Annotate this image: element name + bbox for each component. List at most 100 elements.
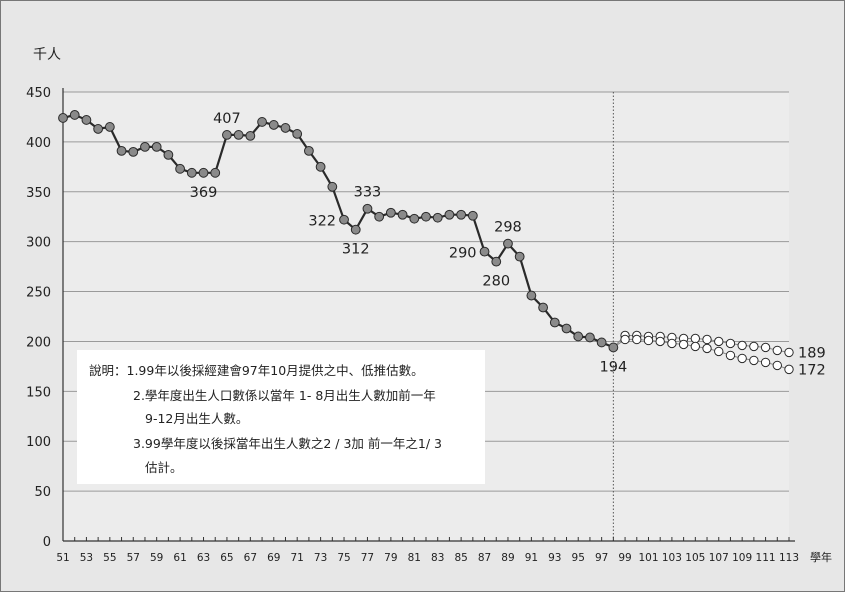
x-tick-label: 83 xyxy=(431,552,444,564)
x-tick-label: 59 xyxy=(150,552,163,564)
data-label: 194 xyxy=(600,359,628,375)
data-label: 298 xyxy=(494,220,522,236)
data-point xyxy=(514,251,525,262)
data-point xyxy=(784,347,794,358)
data-point xyxy=(280,123,291,133)
data-label: 333 xyxy=(354,185,382,201)
data-label: 290 xyxy=(449,246,477,262)
data-point xyxy=(116,145,127,156)
x-tick-label: 51 xyxy=(56,552,69,564)
data-point xyxy=(374,211,385,222)
data-point xyxy=(749,341,759,352)
data-point xyxy=(292,129,303,139)
data-point xyxy=(233,130,244,140)
x-tick-label: 89 xyxy=(501,552,514,564)
data-point xyxy=(304,145,314,156)
y-tick-label: 350 xyxy=(26,186,51,201)
notes-box: 說明：1.99年以後採經建會97年10月提供之中、低推估數。 2.學年度出生人口… xyxy=(77,350,485,484)
data-point xyxy=(749,355,759,366)
x-tick-label: 61 xyxy=(173,552,186,564)
data-point xyxy=(198,167,209,178)
data-point xyxy=(397,209,408,220)
note-line-3: 9-12月出生人數。 xyxy=(145,411,249,426)
data-point xyxy=(702,343,712,354)
x-tick-label: 87 xyxy=(478,552,491,564)
data-point xyxy=(549,317,560,328)
data-point xyxy=(327,181,338,192)
data-point xyxy=(760,342,771,353)
series-line-estimate-middle xyxy=(613,335,790,353)
x-tick-label: 105 xyxy=(685,552,705,564)
series-line-estimate-low xyxy=(613,338,790,370)
data-point xyxy=(385,207,396,218)
x-tick-label: 97 xyxy=(595,552,608,564)
y-tick-label: 300 xyxy=(26,236,51,251)
data-point xyxy=(140,141,150,152)
note-line-1: 說明：1.99年以後採經建會97年10月提供之中、低推估數。 xyxy=(89,363,424,378)
data-point xyxy=(690,341,701,352)
y-tick-label: 150 xyxy=(26,385,51,400)
data-point xyxy=(620,334,630,345)
data-point xyxy=(479,246,490,257)
data-point xyxy=(175,163,185,174)
data-point xyxy=(456,209,467,220)
data-point xyxy=(772,360,782,371)
data-point xyxy=(690,333,701,344)
x-tick-label: 63 xyxy=(197,552,210,564)
data-point xyxy=(339,214,349,225)
x-tick-label: 77 xyxy=(361,552,374,564)
x-tick-label: 113 xyxy=(779,552,799,564)
data-label: 280 xyxy=(482,274,510,290)
y-tick-label: 100 xyxy=(26,435,51,450)
data-point xyxy=(432,212,443,223)
data-point xyxy=(245,131,256,141)
data-point xyxy=(128,146,139,157)
x-tick-label: 75 xyxy=(337,552,350,564)
data-point xyxy=(503,238,513,249)
data-point xyxy=(596,337,607,348)
data-point xyxy=(93,124,104,134)
data-point xyxy=(222,130,232,140)
data-point xyxy=(350,224,361,235)
x-tick-label: 107 xyxy=(709,552,729,564)
data-point xyxy=(409,213,420,224)
data-point xyxy=(632,334,642,345)
data-label: 189 xyxy=(798,345,826,361)
y-tick-label: 200 xyxy=(26,335,51,350)
x-tick-label: 101 xyxy=(638,552,658,564)
data-point xyxy=(69,110,80,120)
data-point xyxy=(714,346,724,357)
data-point xyxy=(538,302,548,313)
x-tick-label: 95 xyxy=(572,552,585,564)
data-point xyxy=(151,141,162,152)
x-tick-label: 53 xyxy=(80,552,93,564)
x-tick-label: 67 xyxy=(244,552,257,564)
x-tick-label: 71 xyxy=(291,552,304,564)
data-point xyxy=(784,364,794,375)
data-point xyxy=(667,338,677,349)
data-point xyxy=(491,256,502,267)
data-point xyxy=(585,332,595,343)
data-point xyxy=(421,211,431,222)
note-line-4: 3.99學年度以後採當年出生人數之2 / 3加 前一年之1/ 3 xyxy=(133,436,442,451)
x-tick-label: 79 xyxy=(384,552,397,564)
y-tick-label: 0 xyxy=(43,535,51,550)
x-tick-label: 99 xyxy=(618,552,631,564)
x-axis-title: 學年 xyxy=(810,550,832,564)
data-point xyxy=(573,331,584,342)
data-point xyxy=(643,335,654,346)
data-label: 312 xyxy=(342,242,370,258)
data-point xyxy=(210,167,221,178)
x-tick-label: 91 xyxy=(525,552,538,564)
data-point xyxy=(81,115,92,125)
y-tick-label: 400 xyxy=(26,136,51,151)
x-tick-label: 85 xyxy=(454,552,467,564)
data-point xyxy=(268,120,279,130)
data-point xyxy=(714,336,724,347)
data-point xyxy=(608,342,619,353)
data-point xyxy=(58,113,68,123)
data-point xyxy=(561,323,572,334)
data-point xyxy=(526,290,537,301)
